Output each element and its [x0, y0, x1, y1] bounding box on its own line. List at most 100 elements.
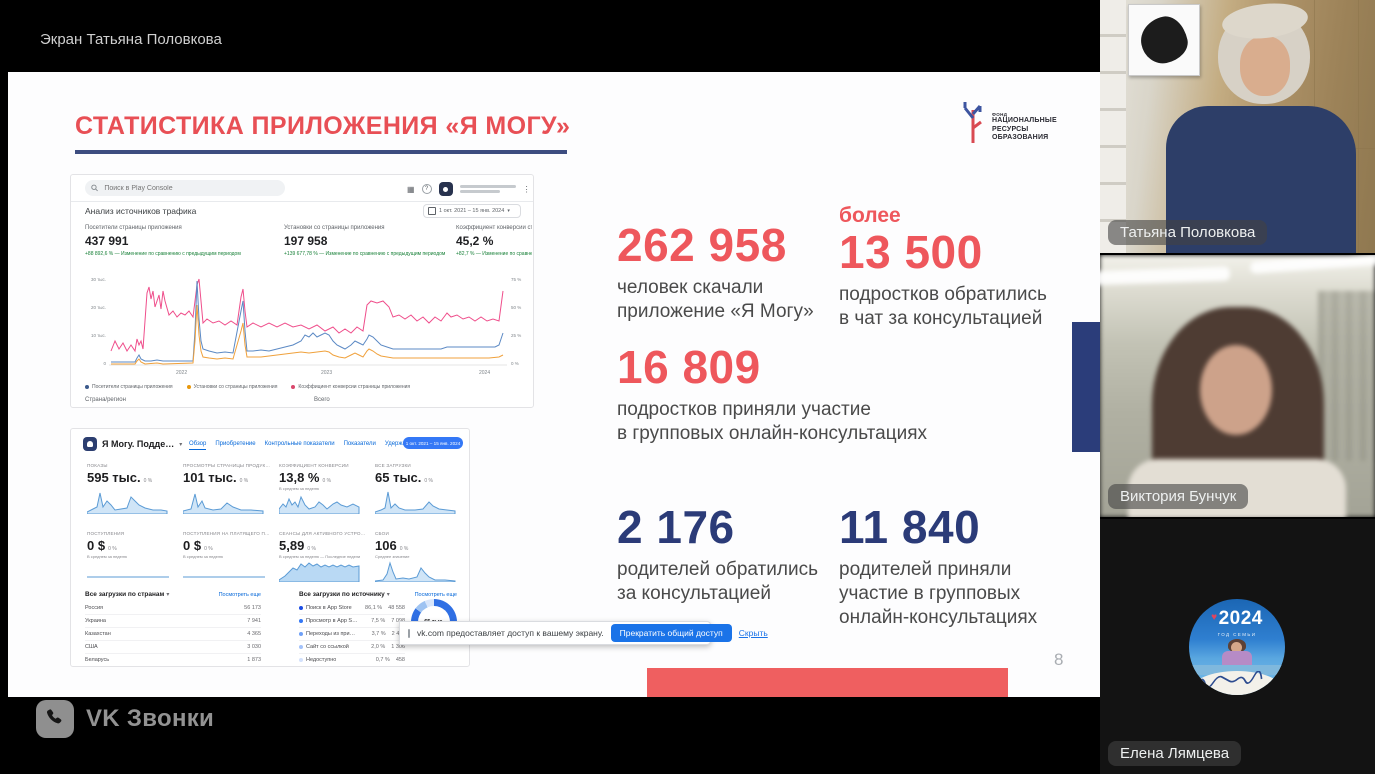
slide-page-number: 8 [1054, 650, 1064, 669]
legend-label: Установки со страницы приложения [193, 384, 278, 390]
date-range-picker[interactable]: 1 окт. 2021 – 15 янв. 2024 ▾ [423, 204, 521, 218]
stat-value: 11 840 [839, 501, 981, 553]
fund-word: ФОНД [992, 112, 1008, 117]
app-name[interactable]: Я Могу. Подде… [102, 439, 175, 449]
metric-visitors: Посетители страницы приложения 437 991 +… [85, 225, 280, 257]
tab-overview[interactable]: Обзор [189, 441, 207, 450]
date-range-text: 1 окт. 2021 – 15 янв. 2024 [439, 208, 505, 214]
legend-dot [186, 385, 191, 389]
tab-metrics[interactable]: Показатели [343, 441, 376, 447]
metric-cell: Поступления 0 $0 % В среднем за неделю [87, 531, 169, 578]
tab-retention[interactable]: Удержание [384, 441, 416, 447]
stat-parents-consult: 2 176 родителей обратились за консультац… [617, 504, 818, 606]
fund-line2: РЕСУРСЫ [992, 125, 1029, 133]
stat-value: 16 809 [617, 341, 761, 393]
slide-title: СТАТИСТИКА ПРИЛОЖЕНИЯ «Я МОГУ» [75, 112, 571, 140]
svg-text:30 тыс.: 30 тыс. [91, 277, 106, 282]
table-row: Россия 56 173 [85, 602, 261, 615]
stop-sharing-button[interactable]: Прекратить общий доступ [610, 624, 732, 642]
traffic-line-chart: 30 тыс. 20 тыс. 10 тыс. 0 75 % 50 % 25 %… [91, 277, 521, 376]
svg-text:2022: 2022 [176, 370, 187, 376]
stat-chat: более 13 500 подростков обратились в чат… [839, 205, 1047, 331]
fund-line3: ОБРАЗОВАНИЯ [992, 134, 1049, 141]
metric-value: 437 991 [85, 234, 129, 248]
search-icon [91, 184, 98, 192]
legend-dot [291, 385, 296, 389]
svg-text:20 тыс.: 20 тыс. [91, 305, 106, 310]
screen-share-label: Экран Татьяна Половкова [40, 31, 222, 48]
countries-table: Все загрузки по странам ▾ Посмотреть еще… [85, 591, 261, 666]
analytics-tabs: Обзор Приобретение Контрольные показател… [189, 441, 416, 450]
decor-red-rect [647, 668, 1008, 697]
participant-name: Виктория Бунчук [1108, 484, 1249, 509]
country-column-header: Страна/регион [85, 397, 126, 403]
search-input[interactable] [102, 183, 279, 193]
stat-value: 262 958 [617, 219, 787, 271]
legend-dot [85, 385, 89, 389]
metric-label: Посетители страницы приложения [85, 225, 182, 231]
metric-value: 45,2 % [456, 234, 494, 248]
screen-share-topbar: Экран Татьяна Половкова [0, 0, 1100, 72]
date-range-pill[interactable]: 1 окт. 2021 – 15 янв. 2024 [403, 437, 463, 449]
participant-tile-tatyana[interactable]: Татьяна Половкова [1100, 0, 1375, 253]
metric-cell: Показы 595 тыс. 0 % [86, 463, 175, 519]
stat-downloads: 262 958 человек скачали приложение «Я Мо… [617, 222, 814, 324]
svg-text:2024: 2024 [479, 370, 490, 376]
svg-text:50 %: 50 % [511, 305, 521, 310]
metric-cell: Поступления на платящего пользователя 0 … [183, 531, 271, 578]
table-row: Поиск в App Store 86,1 % 48 558 [299, 602, 405, 615]
apps-grid-icon[interactable]: ▦ [407, 184, 415, 194]
app-header: Я Могу. Подде… ▾ [83, 437, 182, 451]
svg-text:2023: 2023 [321, 370, 332, 376]
legend-label: Коэффициент конверсии страницы приложени… [298, 384, 411, 390]
metric-cell: Сеансы для активного устройства 5,890 % … [278, 531, 367, 587]
metric-label: Коэффициент конверсии страницы приложени… [456, 225, 532, 231]
help-icon[interactable]: ? [421, 184, 432, 194]
webcam-video [1100, 255, 1375, 517]
hide-notification-link[interactable]: Скрыть [738, 628, 768, 638]
participant-tile-elena[interactable]: ♥2024 ГОД СЕМЬИ Елена Лямцева [1100, 519, 1375, 774]
fund-branch-icon [963, 102, 982, 143]
metric-label: Установки со страницы приложения [284, 225, 385, 231]
chevron-down-icon: ▾ [507, 208, 510, 214]
table-title[interactable]: Все загрузки по источнику [299, 591, 385, 598]
play-console-search[interactable] [85, 180, 285, 196]
chart-legend: Посетители страницы приложения Установки… [85, 384, 410, 390]
metric-installs: Установки со страницы приложения 197 958… [284, 225, 452, 257]
metric-change: +82,7 % — Изменение по сравнению с преды… [456, 251, 532, 257]
stat-label: родителей обратились за консультацией [617, 559, 818, 604]
heart-icon: ♥ [1211, 612, 1218, 623]
webcam-video [1100, 0, 1375, 253]
svg-text:75 %: 75 % [511, 277, 521, 282]
table-row: Казахстан 4 365 [85, 628, 261, 641]
fund-line1: НАЦИОНАЛЬНЫЕ [992, 117, 1057, 124]
metric-conversion: Коэффициент конверсии страницы приложени… [456, 225, 532, 257]
play-console-screenshot: ▦ ? ⋮ Анализ источников трафика 1 окт. 2… [70, 174, 534, 408]
avatar: ♥2024 ГОД СЕМЬИ [1189, 599, 1285, 695]
table-row: Беларусь 1 873 [85, 654, 261, 666]
svg-text:0 %: 0 % [511, 361, 519, 366]
chevron-down-icon: ▾ [386, 592, 390, 598]
divider [71, 201, 533, 202]
tab-acquisition[interactable]: Приобретение [215, 441, 256, 447]
console-toolbar: ▦ ? ⋮ [407, 182, 531, 196]
stat-parents-group: 11 840 родителей приняли участие в групп… [839, 504, 1037, 630]
participant-name: Татьяна Половкова [1108, 220, 1268, 245]
table-row: Переходы из приложений3,7 %2 411 [299, 628, 405, 641]
participant-tile-viktoria[interactable]: Виктория Бунчук [1100, 255, 1375, 517]
screen-share-notification: vk.com предоставляет доступ к вашему экр… [399, 621, 768, 645]
fund-logo: ФОНД НАЦИОНАЛЬНЫЕ РЕСУРСЫ ОБРАЗОВАНИЯ [960, 98, 1082, 144]
table-title[interactable]: Все загрузки по странам [85, 591, 165, 598]
tab-benchmarks[interactable]: Контрольные показатели [264, 441, 335, 447]
see-more-link[interactable]: Посмотреть еще [414, 591, 457, 598]
stat-value: 13 500 [839, 226, 983, 278]
overflow-menu-icon[interactable]: ⋮ [522, 184, 531, 194]
see-more-link[interactable]: Посмотреть еще [218, 591, 261, 598]
app-avatar-icon[interactable] [438, 182, 453, 196]
call-bottombar [0, 697, 1100, 774]
account-text-blur [459, 185, 516, 193]
metric-change: +88 892,6 % — Изменение по сравнению с п… [85, 251, 241, 257]
chevron-down-icon: ▾ [166, 592, 170, 598]
stat-label: человек скачали приложение «Я Могу» [617, 277, 814, 322]
table-row: США 3 030 [85, 641, 261, 654]
